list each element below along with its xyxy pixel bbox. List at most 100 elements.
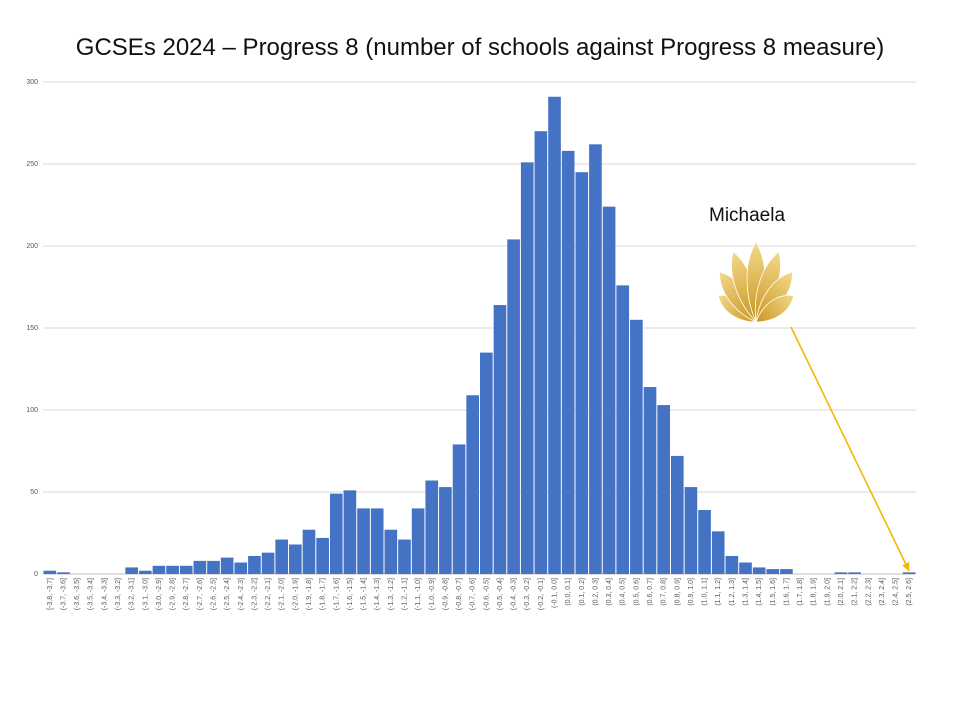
x-tick-label: (-1.3, -1.2] xyxy=(388,578,395,610)
x-tick-label: (-1.7, -1.6] xyxy=(333,578,340,610)
bar xyxy=(493,305,507,574)
x-tick-label: (-0.9, -0.8] xyxy=(442,578,449,610)
x-tick-label: (-3.0, -2.9] xyxy=(156,578,163,610)
x-tick-label: (1.5, 1.6] xyxy=(770,578,777,606)
x-tick-label: (-2.3, -2.2] xyxy=(251,578,258,610)
x-tick-label: (-0.8, -0.7] xyxy=(456,578,463,610)
x-tick-label: (-2.7, -2.6] xyxy=(197,578,204,610)
x-tick-label: (-1.6, -1.5] xyxy=(347,578,354,610)
x-tick-label: (-0.4, -0.3] xyxy=(511,578,518,610)
x-tick-label: (-0.1, 0.0] xyxy=(552,578,559,608)
bar xyxy=(207,560,220,574)
y-tick-label: 0 xyxy=(34,571,38,578)
x-tick-label: (1.6, 1.7] xyxy=(783,578,790,606)
x-tick-label: (-3.2, -3.1] xyxy=(129,578,136,610)
x-tick-label: (1.3, 1.4] xyxy=(742,578,749,606)
bar xyxy=(343,490,357,574)
bar xyxy=(548,96,561,574)
bar xyxy=(261,552,275,574)
bar xyxy=(357,508,370,574)
bar xyxy=(684,487,698,574)
bar xyxy=(329,493,343,574)
bar xyxy=(507,239,520,574)
x-tick-label: (1.9, 2.0] xyxy=(824,578,831,606)
x-tick-label: (-3.5, -3.4] xyxy=(88,578,95,610)
bar xyxy=(698,510,711,574)
x-tick-label: (0.9, 1.0] xyxy=(688,578,695,606)
x-tick-label: (-3.4, -3.3] xyxy=(101,578,108,610)
x-tick-label: (1.0, 1.1] xyxy=(702,578,709,606)
x-tick-label: (-3.1, -3.0] xyxy=(142,578,149,610)
bar xyxy=(752,567,766,574)
bar xyxy=(602,206,616,574)
bar xyxy=(234,562,248,574)
bar xyxy=(575,172,589,574)
bar xyxy=(439,487,452,574)
bar xyxy=(480,352,493,574)
x-tick-label: (-2.5, -2.4] xyxy=(224,578,231,610)
bar xyxy=(275,539,289,574)
x-tick-label: (0.5, 0.6] xyxy=(633,578,640,606)
bar xyxy=(670,455,684,574)
x-tick-label: (2.2, 2.3] xyxy=(865,578,872,606)
x-tick-label: (-0.5, -0.4] xyxy=(497,578,504,610)
x-tick-label: (2.3, 2.4] xyxy=(879,578,886,606)
x-tick-label: (0.8, 0.9] xyxy=(674,578,681,606)
bar xyxy=(520,162,534,575)
bar xyxy=(834,572,848,574)
bar xyxy=(657,405,670,574)
arrowhead-icon xyxy=(902,562,910,571)
bar xyxy=(766,569,780,574)
x-tick-label: (-1.9, -1.8] xyxy=(306,578,313,610)
y-tick-label: 250 xyxy=(26,161,38,168)
y-tick-label: 200 xyxy=(26,243,38,250)
bar xyxy=(534,131,548,574)
bar xyxy=(302,529,316,574)
chart-title: GCSEs 2024 – Progress 8 (number of schoo… xyxy=(75,34,885,61)
golden-fan-logo-icon xyxy=(717,241,795,324)
bar xyxy=(739,562,752,574)
x-tick-label: (-1.4, -1.3] xyxy=(374,578,381,610)
bar xyxy=(43,570,57,574)
michaela-annotation-label: Michaela xyxy=(709,205,786,226)
bar xyxy=(425,480,439,574)
x-tick-label: (-2.8, -2.7] xyxy=(183,578,190,610)
x-tick-label: (0.6, 0.7] xyxy=(647,578,654,606)
bar xyxy=(561,150,575,574)
x-tick-label: (0.1, 0.2] xyxy=(579,578,586,606)
x-tick-label: (-3.7, -3.6] xyxy=(60,578,67,610)
x-tick-label: (-1.1, -1.0] xyxy=(415,578,422,610)
x-tick-label: (-2.1, -2.0] xyxy=(279,578,286,610)
bar xyxy=(248,555,261,574)
x-tick-label: (1.4, 1.5] xyxy=(756,578,763,606)
bar xyxy=(411,508,425,574)
bar xyxy=(166,565,179,574)
x-tick-label: (-2.0, -1.9] xyxy=(292,578,299,610)
bar xyxy=(125,567,138,574)
x-tick-label: (0.3, 0.4] xyxy=(606,578,613,606)
bar xyxy=(138,570,152,574)
x-tick-label: (-0.6, -0.5] xyxy=(483,578,490,610)
y-tick-label: 100 xyxy=(26,407,38,414)
x-tick-label: (2.0, 2.1] xyxy=(838,578,845,606)
bar xyxy=(370,508,384,574)
x-tick-label: (0.2, 0.3] xyxy=(592,578,599,606)
x-tick-label: (0.7, 0.8] xyxy=(661,578,668,606)
x-tick-label: (-2.9, -2.8] xyxy=(170,578,177,610)
x-tick-label: (0.4, 0.5] xyxy=(620,578,627,606)
x-tick-label: (-2.4, -2.3] xyxy=(238,578,245,610)
x-tick-label: (1.2, 1.3] xyxy=(729,578,736,606)
bar xyxy=(398,539,411,574)
bar xyxy=(902,572,916,574)
bar xyxy=(316,537,329,574)
bar xyxy=(616,285,630,574)
bar xyxy=(384,529,398,574)
x-tick-label: (0.0, 0.1] xyxy=(565,578,572,606)
x-tick-label: (-1.8, -1.7] xyxy=(320,578,327,610)
x-tick-label: (1.7, 1.8] xyxy=(797,578,804,606)
x-tick-label: (-1.2, -1.1] xyxy=(401,578,408,610)
x-tick-label: (2.4, 2.5] xyxy=(893,578,900,606)
x-tick-label: (-3.3, -3.2] xyxy=(115,578,122,610)
